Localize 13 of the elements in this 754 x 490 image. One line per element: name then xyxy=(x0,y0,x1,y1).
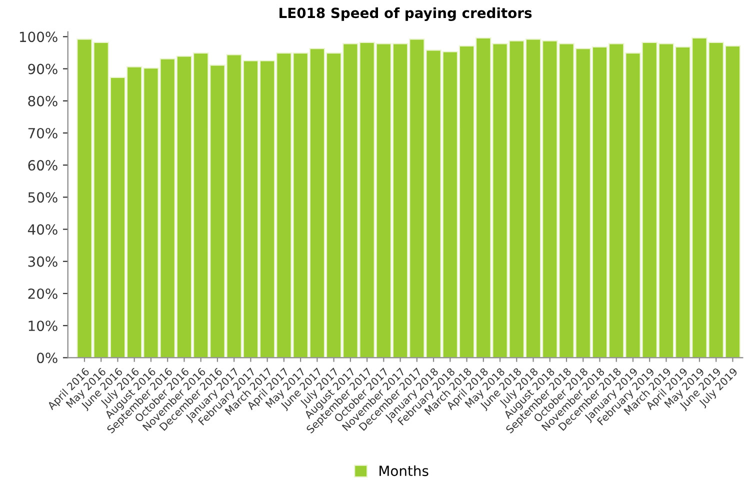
y-tick-label: 100% xyxy=(20,32,58,42)
y-tick-label: 80% xyxy=(28,96,58,106)
y-tick-label: 50% xyxy=(28,192,58,203)
legend-label: Months xyxy=(380,465,428,476)
y-tick-label: 10% xyxy=(28,320,58,332)
y-tick-label: 90% xyxy=(28,64,58,74)
y-tick-label: 40% xyxy=(28,224,58,235)
chart-title: LE018 Speed of paying creditors xyxy=(280,7,532,21)
y-tick-label: 70% xyxy=(28,128,58,138)
y-tick-label: 0% xyxy=(37,352,58,364)
y-tick-label: 30% xyxy=(28,256,58,267)
y-tick-label: 60% xyxy=(28,160,58,171)
y-tick-label: 20% xyxy=(28,288,58,299)
